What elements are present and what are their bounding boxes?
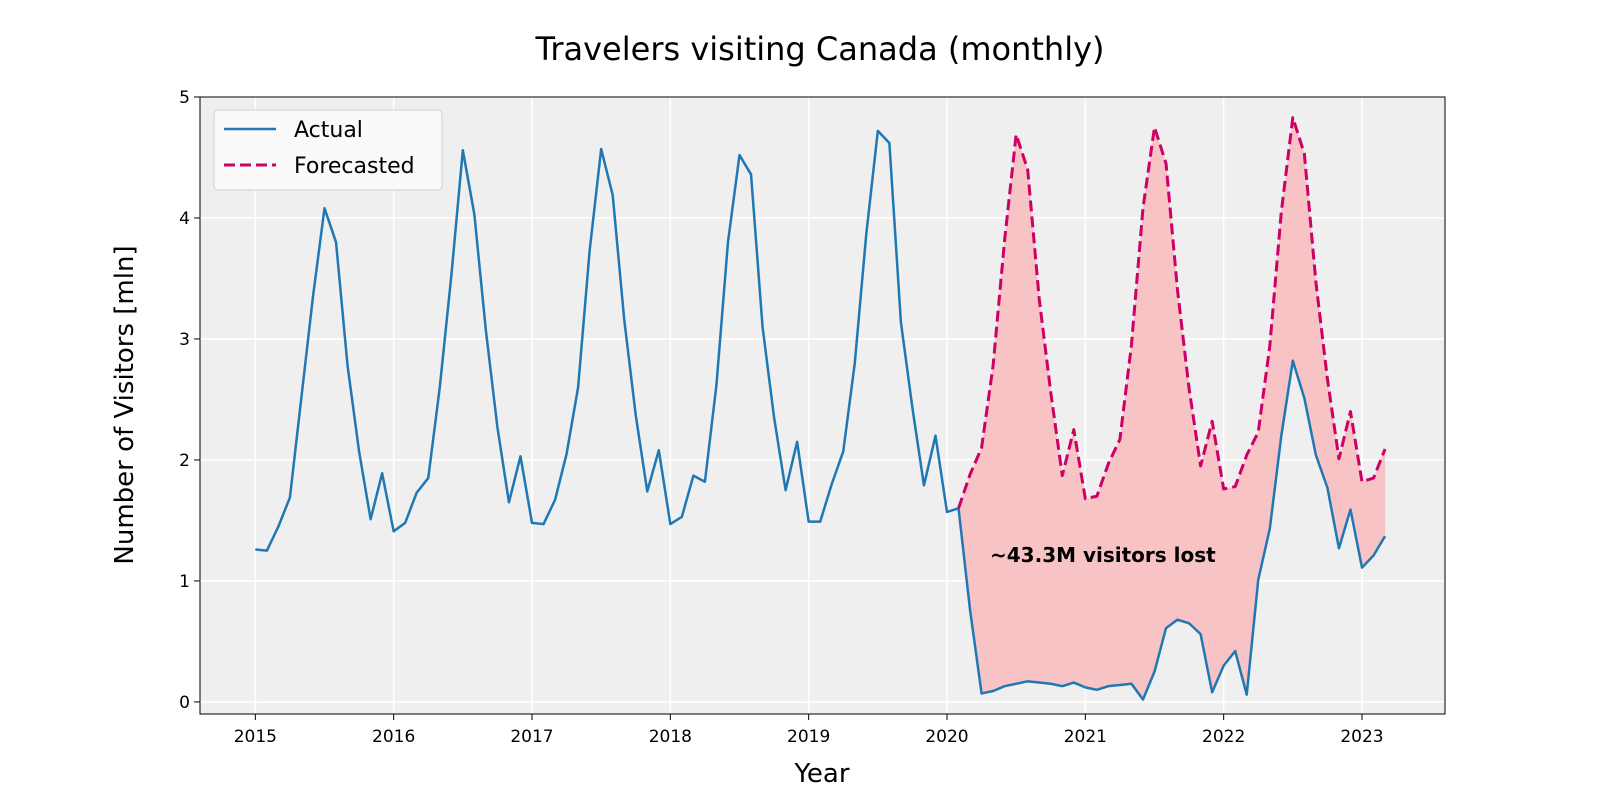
x-tick-label: 2019 [787, 727, 830, 747]
x-axis-label: Year [793, 759, 849, 789]
series-line-actual [255, 129, 1387, 701]
x-tick-label: 2015 [234, 727, 277, 747]
y-axis-label: Number of Visitors [mln] [110, 245, 140, 564]
plot-frame [199, 96, 1446, 715]
x-tick-label: 2023 [1340, 727, 1383, 747]
legend: Actual Forecasted [213, 109, 443, 191]
x-tick-label: 2022 [1202, 727, 1245, 747]
y-tick-label: 0 [179, 693, 190, 713]
y-tick-label: 3 [179, 330, 190, 350]
legend-label-actual: Actual [294, 118, 363, 143]
x-tick-label: 2021 [1064, 727, 1107, 747]
y-tick-label: 1 [179, 572, 190, 592]
lost-visitors-area [958, 117, 1386, 700]
x-tick-label: 2018 [649, 727, 692, 747]
x-tick-label: 2020 [925, 727, 968, 747]
x-tick-label: 2017 [510, 727, 553, 747]
y-tick-label: 5 [179, 88, 190, 108]
series-line-forecasted [957, 116, 1387, 509]
x-tick-label: 2016 [372, 727, 415, 747]
y-tick-label: 2 [179, 451, 190, 471]
chart-title: Travelers visiting Canada (monthly) [535, 30, 1105, 68]
annotation-visitors-lost: ~43.3M visitors lost [990, 543, 1216, 567]
legend-label-forecasted: Forecasted [294, 154, 415, 179]
y-tick-label: 4 [179, 209, 190, 229]
